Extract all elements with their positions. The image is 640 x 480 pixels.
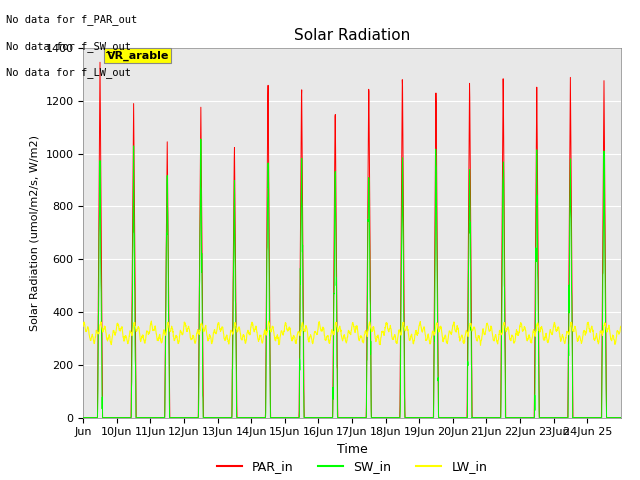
Legend: PAR_in, SW_in, LW_in: PAR_in, SW_in, LW_in: [212, 455, 492, 478]
Title: Solar Radiation: Solar Radiation: [294, 28, 410, 43]
X-axis label: Time: Time: [337, 443, 367, 456]
Text: No data for f_SW_out: No data for f_SW_out: [6, 41, 131, 52]
Text: VR_arable: VR_arable: [107, 50, 169, 61]
Text: No data for f_PAR_out: No data for f_PAR_out: [6, 14, 138, 25]
Text: No data for f_LW_out: No data for f_LW_out: [6, 67, 131, 78]
Y-axis label: Solar Radiation (umol/m2/s, W/m2): Solar Radiation (umol/m2/s, W/m2): [30, 135, 40, 331]
